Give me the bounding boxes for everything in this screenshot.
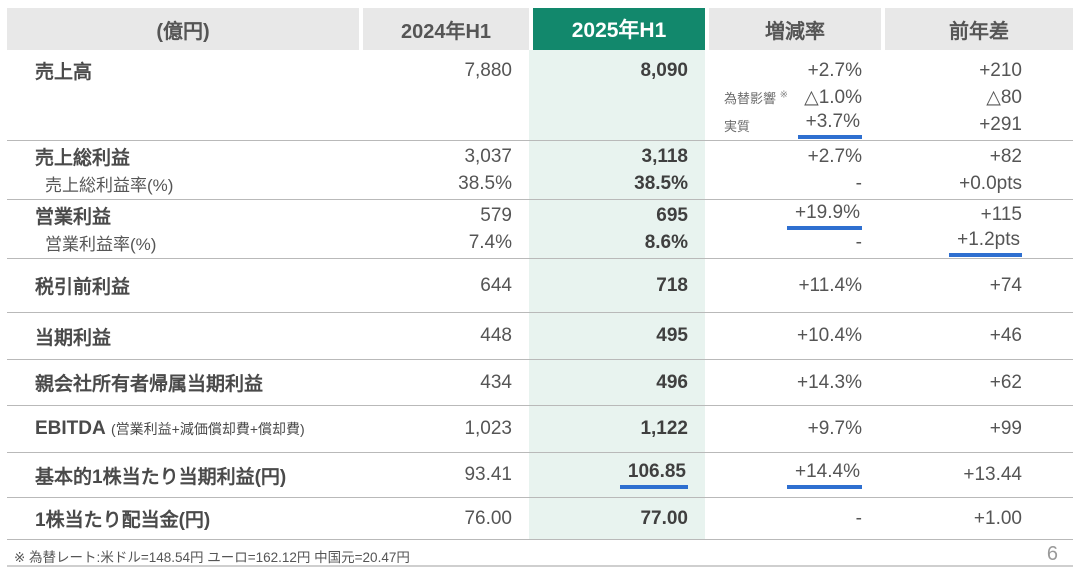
margin-diff: +0.0pts — [959, 172, 1022, 194]
value-2025: 1,122 — [640, 418, 688, 439]
margin-2024: 38.5% — [458, 172, 512, 194]
real-basis-diff: +291 — [979, 113, 1022, 135]
row-label: 基本的1株当たり当期利益(円) — [35, 466, 287, 488]
row-sublabel-margin: 営業利益率(%) — [45, 235, 157, 254]
margin-2024: 7.4% — [468, 231, 512, 253]
row-basic-eps: 基本的1株当たり当期利益(円) 93.41 106.85 +14.4% +13.… — [7, 453, 1073, 498]
yoy-diff: +46 — [989, 325, 1022, 346]
value-2024: 93.41 — [464, 464, 512, 485]
value-2024: 448 — [480, 325, 512, 346]
row-label: 売上高 — [35, 62, 93, 83]
slide-footer: ※ 為替レート:米ドル=148.54円 ユーロ=162.12円 中国元=20.4… — [7, 540, 1073, 565]
margin-change: - — [855, 232, 862, 253]
value-2024: 434 — [480, 371, 512, 393]
row-net-sales: 売上高 7,880 8,090 +2.7% 為替影響 ※ △1.0% 実質 +3… — [7, 50, 1073, 141]
yoy-diff: +210 — [979, 59, 1022, 81]
value-2025: 495 — [656, 325, 688, 346]
change-rate: +11.4% — [798, 274, 862, 296]
change-rate: - — [855, 507, 862, 529]
yoy-diff: +82 — [989, 145, 1022, 167]
row-pretax-profit: 税引前利益 644 718 +11.4% +74 — [7, 259, 1073, 313]
value-2024: 3,037 — [464, 145, 512, 167]
value-2025: 8,090 — [640, 59, 688, 81]
row-label: 1株当たり配当金(円) — [35, 510, 211, 531]
change-rate: +2.7% — [807, 145, 862, 167]
row-label: 親会社所有者帰属当期利益 — [35, 374, 264, 395]
value-2025: 3,118 — [641, 145, 689, 167]
column-header-2024h1: 2024年H1 — [359, 8, 529, 50]
table-header-row: (億円) 2024年H1 2025年H1 増減率 前年差 — [7, 8, 1073, 50]
slide-bottom-border — [7, 565, 1073, 567]
row-operating-profit: 営業利益 営業利益率(%) 579 7.4% 695 8.6% +19.9% -… — [7, 200, 1073, 259]
row-label: EBITDA — [35, 418, 106, 439]
change-rate: +9.7% — [807, 418, 862, 439]
ebitda-formula-note: (営業利益+減価償却費+償却費) — [111, 421, 305, 437]
value-2024: 579 — [480, 204, 512, 226]
row-net-profit: 当期利益 448 495 +10.4% +46 — [7, 313, 1073, 360]
value-2025: 496 — [656, 371, 688, 393]
margin-change: - — [855, 172, 862, 194]
margin-2025: 8.6% — [644, 231, 688, 253]
yoy-diff: +62 — [989, 371, 1022, 393]
row-label: 売上総利益 — [35, 148, 131, 169]
real-basis-label: 実質 — [724, 118, 751, 134]
fx-rate-footnote: ※ 為替レート:米ドル=148.54円 ユーロ=162.12円 中国元=20.4… — [14, 550, 410, 565]
fx-impact-diff: △80 — [986, 87, 1022, 108]
margin-2025: 38.5% — [634, 172, 688, 194]
value-2025-underlined: 106.85 — [619, 461, 688, 489]
fx-impact-label: 為替影響 ※ — [724, 89, 789, 106]
row-label: 税引前利益 — [35, 277, 131, 298]
page-number: 6 — [1046, 543, 1058, 565]
change-rate: +10.4% — [797, 325, 862, 346]
row-label: 当期利益 — [35, 327, 112, 349]
row-profit-attributable-to-parent: 親会社所有者帰属当期利益 434 496 +14.3% +62 — [7, 360, 1073, 406]
column-header-change-rate: 増減率 — [705, 8, 881, 50]
column-header-2025h1: 2025年H1 — [529, 8, 705, 50]
value-2025: 77.00 — [640, 507, 688, 529]
value-2025: 718 — [656, 274, 688, 296]
yoy-diff: +99 — [989, 418, 1022, 439]
footnote-mark: ※ — [779, 89, 789, 101]
yoy-diff: +74 — [989, 274, 1022, 296]
fx-impact-change: △1.0% — [804, 87, 862, 108]
yoy-diff: +1.00 — [973, 507, 1022, 529]
row-ebitda: EBITDA (営業利益+減価償却費+償却費) 1,023 1,122 +9.7… — [7, 406, 1073, 453]
change-rate-underlined: +14.4% — [787, 461, 862, 489]
value-2024: 7,880 — [464, 59, 512, 81]
column-header-yoy-diff: 前年差 — [881, 8, 1073, 50]
change-rate: +2.7% — [807, 59, 862, 81]
change-rate: +14.3% — [797, 371, 862, 393]
row-label: 営業利益 — [35, 207, 112, 228]
yoy-diff: +115 — [980, 204, 1022, 225]
real-basis-change-underlined: +3.7% — [797, 111, 862, 139]
margin-diff-underlined: +1.2pts — [949, 229, 1022, 257]
row-dividend-per-share: 1株当たり配当金(円) 76.00 77.00 - +1.00 — [7, 498, 1073, 540]
row-gross-profit: 売上総利益 売上総利益率(%) 3,037 38.5% 3,118 38.5% … — [7, 141, 1073, 200]
value-2024: 76.00 — [464, 507, 512, 529]
yoy-diff: +13.44 — [963, 464, 1022, 485]
value-2025: 695 — [656, 204, 688, 226]
change-rate-underlined: +19.9% — [787, 202, 862, 230]
value-2024: 1,023 — [464, 418, 512, 439]
value-2024: 644 — [480, 274, 512, 296]
column-header-unit: (億円) — [7, 8, 359, 50]
row-sublabel-margin: 売上総利益率(%) — [45, 176, 174, 195]
